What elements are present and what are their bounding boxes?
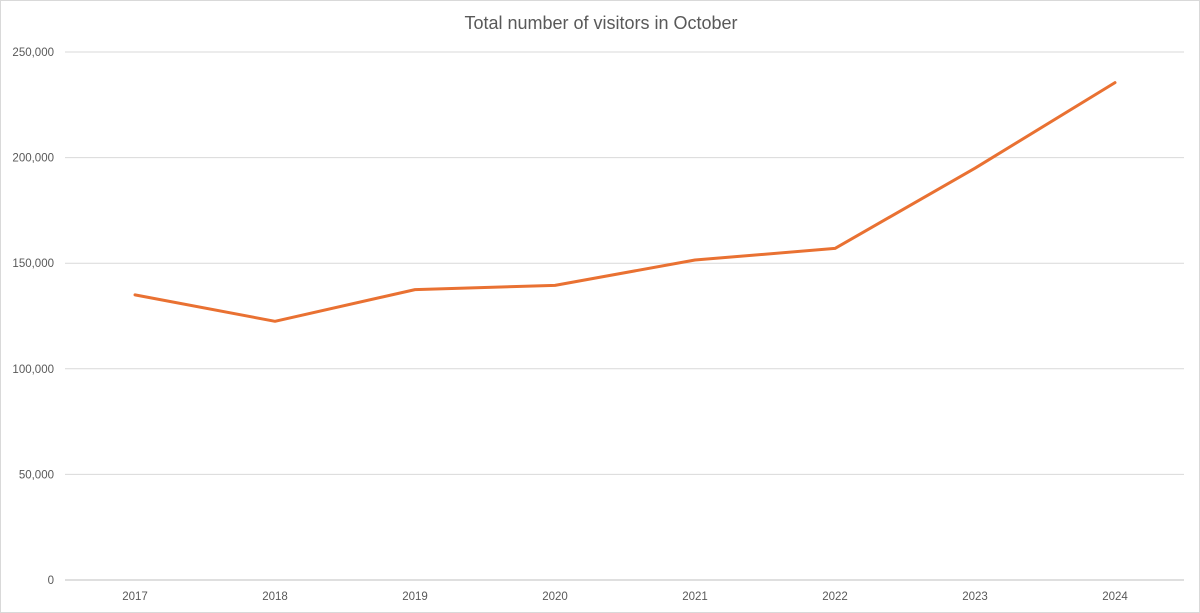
x-tick-label: 2020 [542,591,568,603]
x-axis-tick-labels: 2017 2018 2019 2020 2021 2022 2023 2024 [122,591,1128,603]
series-line [133,81,1117,323]
gridlines [65,51,1184,475]
chart-title: Total number of visitors in October [464,13,738,33]
x-tick-label: 2017 [122,591,148,603]
y-tick-label: 100,000 [12,364,54,376]
x-tick-label: 2024 [1102,591,1128,603]
y-tick-label: 200,000 [12,153,54,165]
y-tick-label: 150,000 [12,258,54,270]
x-tick-label: 2023 [962,591,988,603]
y-tick-label: 50,000 [19,469,54,481]
x-tick-label: 2019 [402,591,428,603]
y-tick-label: 250,000 [12,47,54,59]
y-tick-label: 0 [48,575,54,587]
x-tick-label: 2021 [682,591,708,603]
data-series [133,81,1117,323]
x-tick-label: 2022 [822,591,848,603]
y-axis-tick-labels: 0 50,000 100,000 150,000 200,000 250,000 [12,47,54,587]
x-tick-label: 2018 [262,591,288,603]
